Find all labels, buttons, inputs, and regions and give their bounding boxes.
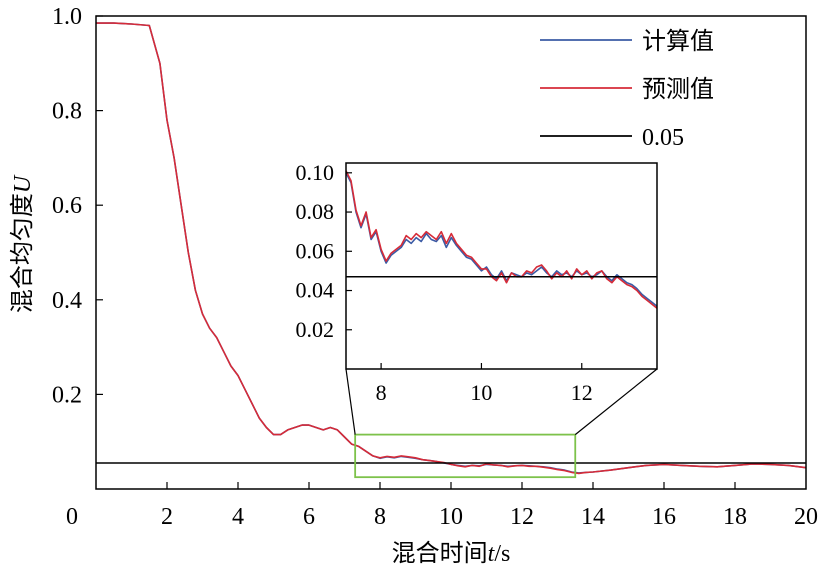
inset-y-tick-label: 0.04 bbox=[296, 278, 335, 303]
main-plot-lines bbox=[96, 22, 807, 479]
inset-x-tick-label: 8 bbox=[376, 380, 387, 405]
x-tick-label: 0 bbox=[66, 504, 78, 530]
inset-plot: 8 10 12 0.02 0.04 0.06 0.08 0.10 bbox=[296, 160, 658, 405]
main-axis-ticks: 0 2 4 6 8 10 12 14 16 18 20 0.2 0.4 0.6 0.8 1.0 bbox=[52, 4, 818, 530]
y-axis-label: 混合均匀度U bbox=[8, 174, 36, 313]
inset-y-tick-label: 0.06 bbox=[296, 238, 335, 263]
inset-y-tick-label: 0.02 bbox=[296, 317, 335, 342]
y-tick-label: 0.4 bbox=[52, 288, 82, 314]
inset-y-tick-label: 0.10 bbox=[296, 160, 335, 185]
main-plot-frame bbox=[95, 15, 807, 490]
connector-line bbox=[574, 368, 658, 436]
x-tick-label: 12 bbox=[510, 504, 534, 530]
x-axis-label: 混合时间t/s bbox=[392, 539, 511, 567]
x-tick-label: 14 bbox=[581, 504, 605, 530]
x-tick-label: 2 bbox=[161, 504, 173, 530]
x-tick-label: 4 bbox=[232, 504, 244, 530]
series-line bbox=[96, 22, 807, 475]
inset-y-tick-label: 0.08 bbox=[296, 199, 335, 224]
y-tick-label: 0.2 bbox=[52, 382, 82, 408]
connector-line bbox=[345, 368, 356, 435]
x-tick-label: 6 bbox=[303, 504, 315, 530]
y-tick-label: 0.6 bbox=[52, 193, 82, 219]
inset-x-tick-label: 12 bbox=[571, 380, 593, 405]
x-tick-label: 8 bbox=[374, 504, 386, 530]
x-tick-label: 18 bbox=[723, 504, 747, 530]
legend-label: 预测值 bbox=[642, 75, 714, 103]
x-tick-label: 16 bbox=[652, 504, 676, 530]
x-tick-label: 10 bbox=[439, 504, 463, 530]
inset-background bbox=[346, 163, 657, 369]
y-tick-label: 0.8 bbox=[52, 99, 82, 125]
inset-x-tick-label: 10 bbox=[470, 380, 492, 405]
zoom-highlight-box bbox=[354, 433, 577, 479]
zoom-connector-lines bbox=[345, 368, 658, 436]
legend-label: 计算值 bbox=[642, 27, 714, 55]
inset-frame bbox=[345, 162, 658, 370]
y-tick-label: 1.0 bbox=[52, 4, 82, 30]
x-tick-label: 20 bbox=[794, 504, 818, 530]
legend-label: 0.05 bbox=[642, 125, 684, 151]
